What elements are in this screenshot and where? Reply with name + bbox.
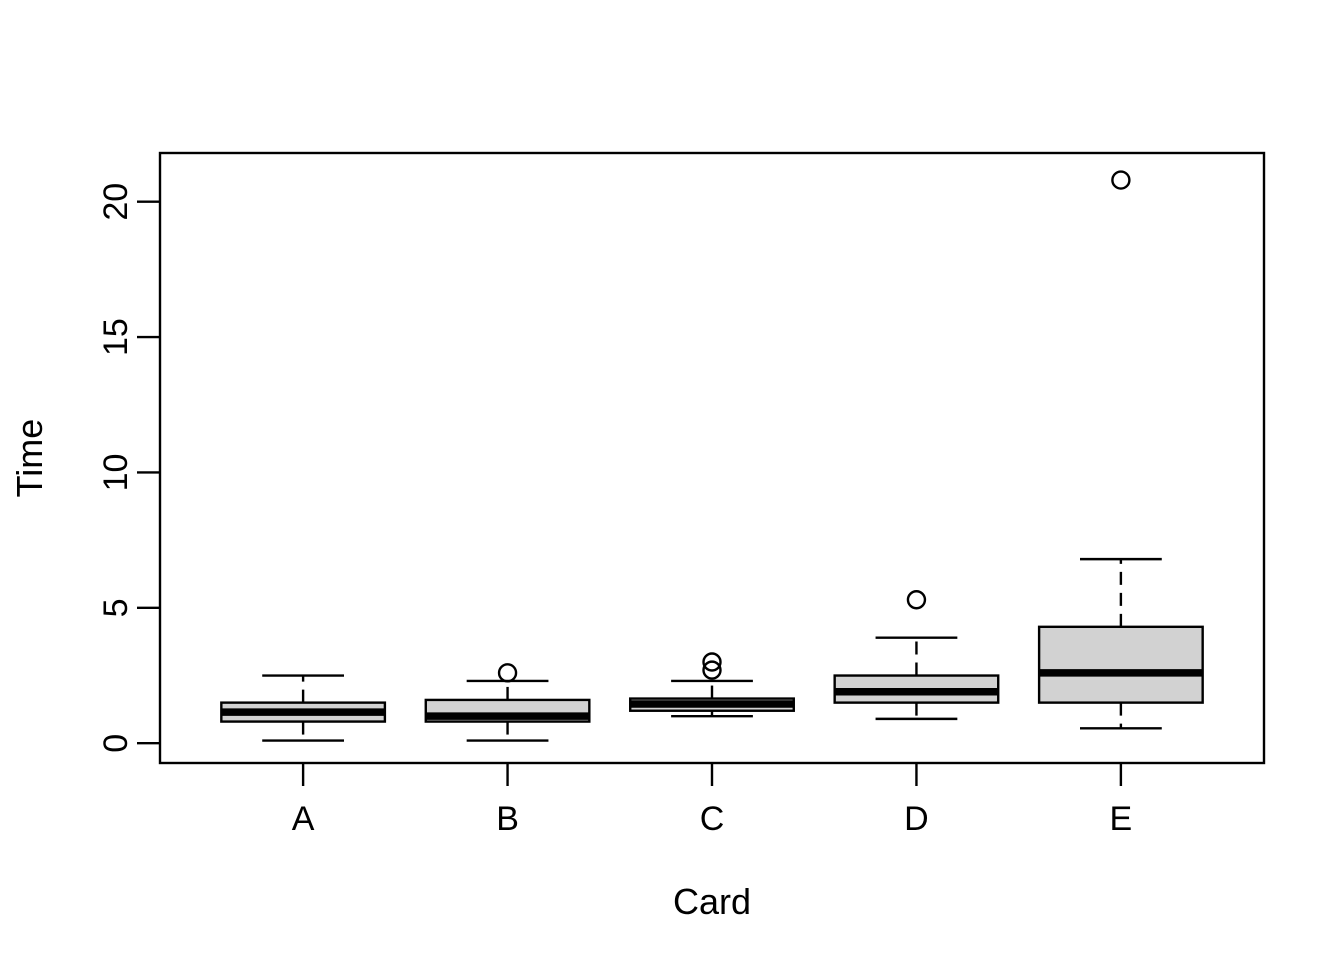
iqr-box-E (1037, 625, 1204, 704)
outlier-point-B (497, 663, 518, 683)
x-axis-title: Card (672, 881, 752, 922)
x-tick-label: D (904, 800, 929, 838)
y-tick-label: 10 (97, 454, 135, 492)
x-tick-label: E (1110, 800, 1133, 838)
y-tick-label: 5 (97, 598, 135, 617)
x-tick-label: C (700, 800, 725, 838)
y-axis-title: Time (9, 418, 50, 498)
y-tick-label: 15 (97, 318, 135, 356)
y-tick-label: 0 (97, 734, 135, 753)
y-tick-label: 20 (97, 183, 135, 221)
plot-border (158, 151, 1266, 765)
outlier-point-D (906, 590, 927, 610)
outlier-point-C (702, 652, 722, 672)
x-tick-label: A (292, 800, 315, 838)
outlier-point-C (702, 660, 722, 680)
outlier-point-E (1111, 170, 1131, 190)
x-tick-label: B (496, 800, 519, 838)
